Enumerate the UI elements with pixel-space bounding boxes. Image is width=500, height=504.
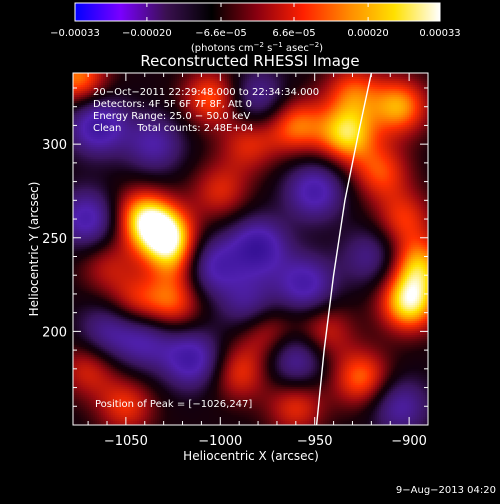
colorbar-tick-label: −0.00020: [122, 28, 172, 39]
colorbar-tick-label: 0.00020: [347, 28, 388, 39]
colorbar-tick-label: 0.00033: [419, 28, 460, 39]
chart-title: Reconstructed RHESSI Image: [140, 52, 359, 70]
colorbar: [75, 3, 440, 21]
colorbar-tick-label: −0.00033: [50, 28, 100, 39]
colorbar-tick-label: 6.6e−05: [272, 28, 315, 39]
colorbar-tick-label: −6.6e−05: [195, 28, 247, 39]
